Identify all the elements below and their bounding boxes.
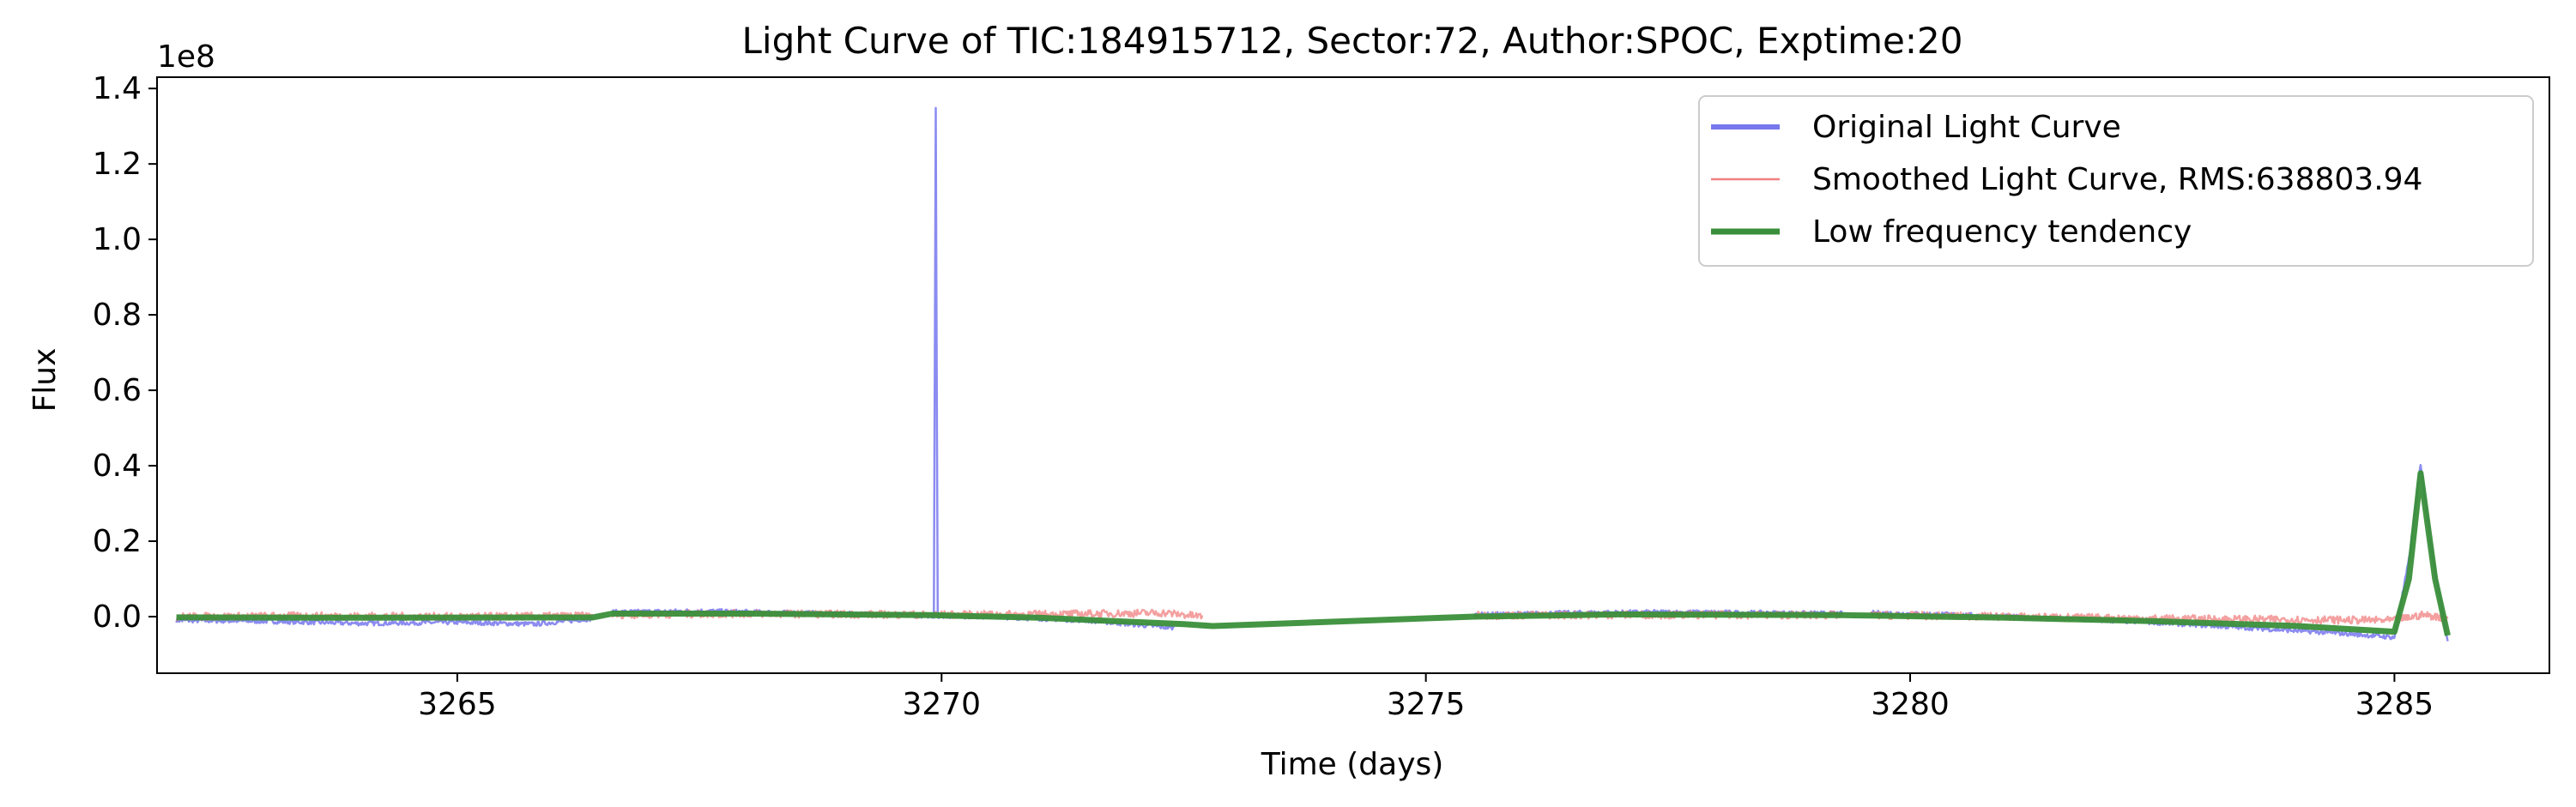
y-tick-label: 0.6 <box>93 373 142 408</box>
plot-area-frame <box>156 76 2550 674</box>
chart-title: Light Curve of TIC:184915712, Sector:72,… <box>742 20 1963 62</box>
y-tick-label: 1.0 <box>93 222 142 257</box>
y-offset-label: 1e8 <box>157 39 215 75</box>
series-3 <box>176 470 2451 636</box>
x-tick-label: 3285 <box>2355 687 2434 722</box>
y-tick-label: 0.0 <box>93 599 142 635</box>
axis-ticks: 3265 3270 3275 3280 3285 0.0 0.2 0.4 0.6 0.8 1.0 1.… <box>93 71 2434 722</box>
legend: Original Light Curve Smoothed Light Curve… <box>1698 95 2534 267</box>
y-tick-label: 1.2 <box>93 147 142 182</box>
x-tick-label: 3265 <box>418 687 497 722</box>
y-tick-label: 0.8 <box>93 298 142 333</box>
x-tick-label: 3280 <box>1871 687 1950 722</box>
x-tick-label: 3270 <box>902 687 981 722</box>
legend-entry: Original Light Curve <box>1812 110 2121 145</box>
y-tick-label: 0.4 <box>93 449 142 484</box>
y-tick-label: 1.4 <box>93 71 142 106</box>
y-tick-label: 0.2 <box>93 524 142 559</box>
x-axis-label: Time (days) <box>1261 747 1444 782</box>
x-tick-label: 3275 <box>1387 687 1466 722</box>
series-layer <box>175 106 2451 641</box>
legend-entry: Smoothed Light Curve, RMS:638803.94 <box>1812 162 2422 197</box>
legend-entry: Low frequency tendency <box>1812 214 2192 250</box>
y-axis-label: Flux <box>27 348 63 413</box>
legend-box <box>1698 95 2534 267</box>
series-3-line-1 <box>176 470 2451 636</box>
